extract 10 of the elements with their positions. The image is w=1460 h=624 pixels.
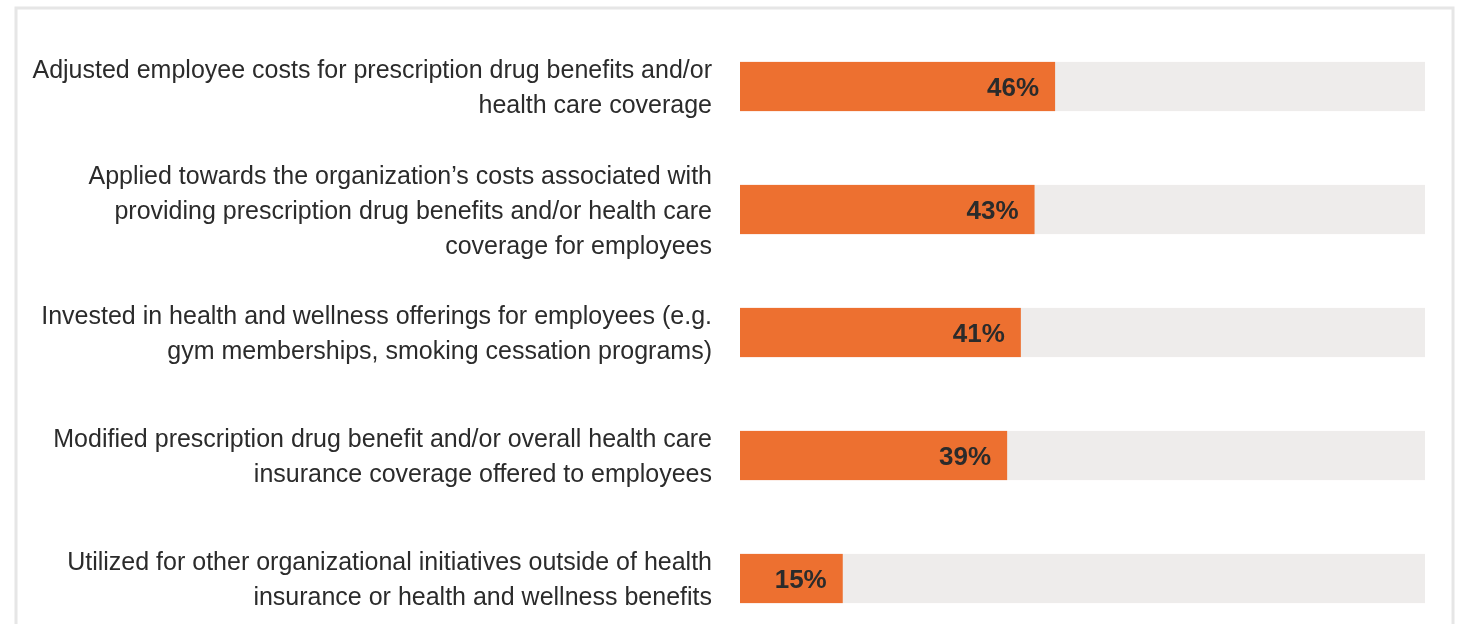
y-tick-label: Invested in health and wellness offerings for employees (e.g. gym memberships, smoking cessation programs) [41,301,712,364]
y-tick-label: Utilized for other organizational initiatives outside of health insurance or health and wellness benefits [67,547,712,610]
data-label: 39% [939,440,992,471]
data-label: 15% [774,563,827,594]
y-tick-label: Applied towards the organization’s costs associated with providing prescription drug benefits and/or health care coverage for employees [88,160,712,259]
data-label: 46% [987,71,1040,102]
y-tick-label: Modified prescription drug benefit and/or overall health care insurance coverage offered to employees [53,424,712,487]
y-tick-label: Adjusted employee costs for prescription drug benefits and/or health care coverage [32,55,712,118]
data-label: 43% [966,194,1019,225]
data-label: 41% [952,317,1005,348]
